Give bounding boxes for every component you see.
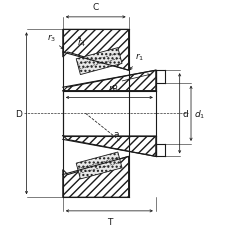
Text: $d_1$: $d_1$ (193, 108, 204, 120)
Text: D: D (15, 109, 22, 118)
Text: T: T (106, 217, 112, 226)
Text: C: C (92, 3, 98, 12)
Polygon shape (76, 152, 122, 179)
Polygon shape (63, 30, 128, 71)
Text: B: B (110, 85, 116, 94)
Polygon shape (63, 71, 155, 92)
Text: $r_1$: $r_1$ (135, 52, 144, 63)
Text: d: d (182, 109, 188, 118)
Polygon shape (63, 157, 128, 197)
Polygon shape (76, 48, 122, 75)
Text: $r_3$: $r_3$ (47, 32, 56, 44)
Text: $r_4$: $r_4$ (76, 38, 86, 49)
Text: $r_2$: $r_2$ (108, 83, 117, 95)
Text: a: a (113, 130, 119, 139)
Polygon shape (63, 136, 155, 157)
